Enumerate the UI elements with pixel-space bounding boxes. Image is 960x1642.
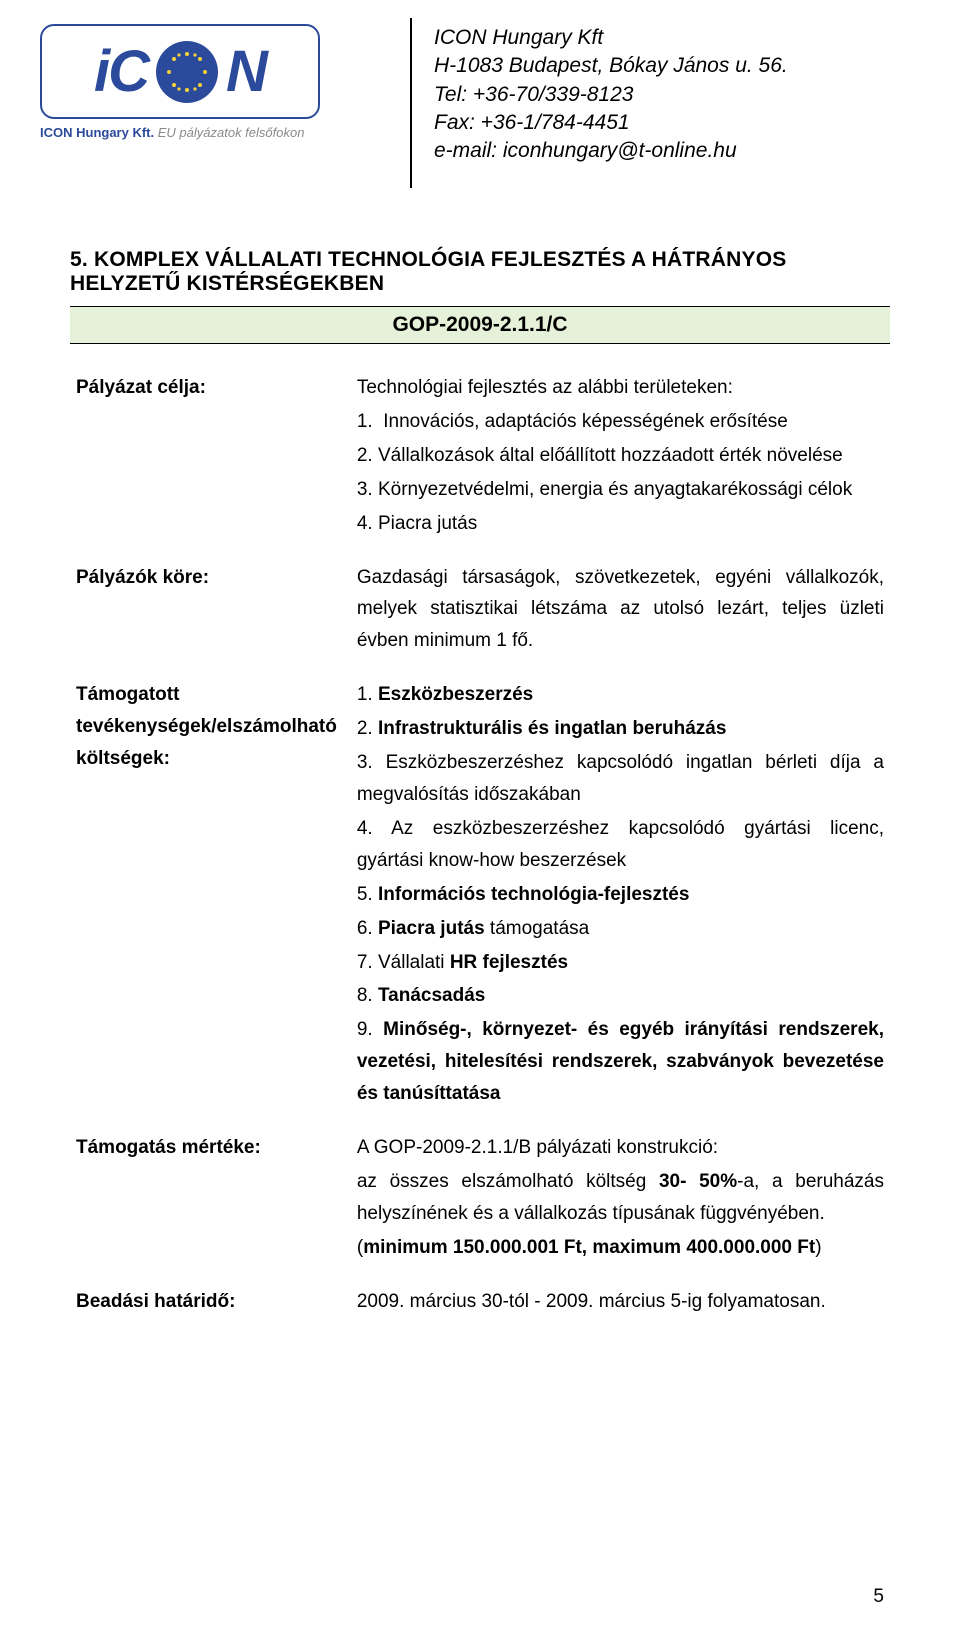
goal-intro: Technológiai fejlesztés az alábbi terüle… [357, 372, 884, 404]
row-value-amount: A GOP-2009-2.1.1/B pályázati konstrukció… [351, 1126, 890, 1280]
activity-item: 3. Eszközbeszerzéshez kapcsolódó ingatla… [357, 747, 884, 811]
grant-code: GOP-2009-2.1.1/C [70, 306, 890, 344]
table-row: Támogatás mértéke: A GOP-2009-2.1.1/B pá… [70, 1126, 890, 1280]
goal-item: 3. Környezetvédelmi, energia és anyagtak… [357, 474, 884, 506]
logo-subtitle: ICON Hungary Kft. EU pályázatok felsőfok… [40, 125, 400, 140]
goal-item: 1. Innovációs, adaptációs képességének e… [357, 406, 884, 438]
eu-stars-icon [156, 41, 218, 103]
row-label-deadline: Beadási határidő: [70, 1280, 351, 1334]
activity-item: 7. Vállalati HR fejlesztés [357, 947, 884, 979]
grant-table: Pályázat célja: Technológiai fejlesztés … [70, 366, 890, 1334]
header-divider [410, 18, 412, 188]
table-row: Pályázók köre: Gazdasági társaságok, szö… [70, 556, 890, 674]
activity-item: 5. Információs technológia-fejlesztés [357, 879, 884, 911]
page-header: iC N ICON Hungary Kft. EU pályázatok fel [0, 0, 960, 188]
company-info: ICON Hungary Kft H-1083 Budapest, Bókay … [434, 18, 788, 166]
row-value-goal: Technológiai fejlesztés az alábbi terüle… [351, 366, 890, 556]
activity-item: 6. Piacra jutás támogatása [357, 913, 884, 945]
company-email: e-mail: iconhungary@t-online.hu [434, 137, 788, 165]
logo-text-ic: iC [94, 38, 148, 105]
table-row: Támogatott tevékenységek/elszámolható kö… [70, 673, 890, 1126]
activity-item: 8. Tanácsadás [357, 980, 884, 1012]
amount-line: az összes elszámolható költség 30- 50%-a… [357, 1166, 884, 1230]
logo-sub-tagline: EU pályázatok felsőfokon [158, 125, 305, 140]
page-number: 5 [873, 1586, 884, 1608]
applicants-text: Gazdasági társaságok, szövetkezetek, egy… [357, 562, 884, 658]
row-value-deadline: 2009. március 30-tól - 2009. március 5-i… [351, 1280, 890, 1334]
table-row: Beadási határidő: 2009. március 30-tól -… [70, 1280, 890, 1334]
row-label-goal: Pályázat célja: [70, 366, 351, 556]
row-value-activities: 1. Eszközbeszerzés 2. Infrastrukturális … [351, 673, 890, 1126]
logo-sub-company: ICON Hungary Kft. [40, 125, 154, 140]
logo-text-n: N [226, 38, 266, 105]
company-name: ICON Hungary Kft [434, 24, 788, 52]
amount-line: A GOP-2009-2.1.1/B pályázati konstrukció… [357, 1132, 884, 1164]
section-title: 5. KOMPLEX VÁLLALATI TECHNOLÓGIA FEJLESZ… [70, 248, 890, 296]
company-address: H-1083 Budapest, Bókay János u. 56. [434, 52, 788, 80]
logo-block: iC N ICON Hungary Kft. EU pályázatok fel [40, 18, 400, 140]
activity-item: 2. Infrastrukturális és ingatlan beruház… [357, 713, 884, 745]
company-tel: Tel: +36-70/339-8123 [434, 81, 788, 109]
row-label-applicants: Pályázók köre: [70, 556, 351, 674]
row-label-activities: Támogatott tevékenységek/elszámolható kö… [70, 673, 351, 1126]
goal-item: 4. Piacra jutás [357, 508, 884, 540]
goal-item: 2. Vállalkozások által előállított hozzá… [357, 440, 884, 472]
row-value-applicants: Gazdasági társaságok, szövetkezetek, egy… [351, 556, 890, 674]
main-content: 5. KOMPLEX VÁLLALATI TECHNOLÓGIA FEJLESZ… [0, 188, 960, 1334]
deadline-text: 2009. március 30-tól - 2009. március 5-i… [357, 1286, 884, 1318]
row-label-amount: Támogatás mértéke: [70, 1126, 351, 1280]
activity-item: 9. Minőség-, környezet- és egyéb irányít… [357, 1014, 884, 1110]
company-fax: Fax: +36-1/784-4451 [434, 109, 788, 137]
amount-line: (minimum 150.000.001 Ft, maximum 400.000… [357, 1232, 884, 1264]
activity-item: 1. Eszközbeszerzés [357, 679, 884, 711]
logo: iC N [40, 24, 320, 119]
table-row: Pályázat célja: Technológiai fejlesztés … [70, 366, 890, 556]
activity-item: 4. Az eszközbeszerzéshez kapcsolódó gyár… [357, 813, 884, 877]
